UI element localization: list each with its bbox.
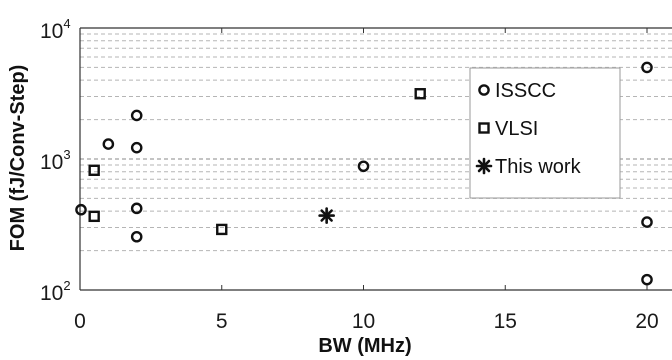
- legend-marker-isscc: [478, 84, 490, 96]
- point-isscc: [130, 109, 143, 122]
- x-tick-label: 10: [352, 310, 375, 333]
- point-isscc: [75, 203, 87, 216]
- point-isscc: [130, 230, 143, 243]
- legend-label-vlsi: VLSI: [495, 118, 538, 140]
- y-axis-title: FOM (fJ/Conv-Step): [7, 65, 29, 252]
- point-isscc: [130, 202, 143, 215]
- x-axis-title: BW (MHz): [318, 335, 411, 357]
- x-tick-label: 20: [635, 310, 658, 333]
- legend-box: [469, 67, 621, 199]
- x-tick-label: 15: [494, 310, 517, 333]
- legend-marker-this-work: [475, 157, 493, 175]
- point-vlsi: [216, 223, 228, 236]
- x-tick-label: 0: [74, 310, 86, 333]
- legend-label-isscc: ISSCC: [495, 80, 556, 102]
- point-isscc: [357, 160, 370, 173]
- point-vlsi: [88, 210, 100, 223]
- point-isscc: [641, 61, 653, 74]
- y-tick-label: 102: [40, 278, 71, 305]
- point-isscc: [641, 273, 653, 286]
- axes: [79, 27, 672, 291]
- point-vlsi: [88, 164, 100, 176]
- point-isscc: [102, 138, 115, 150]
- tick-labels: 0 5 10 15 20 102 103 104: [40, 16, 659, 333]
- x-tick-label: 5: [216, 310, 228, 333]
- y-tick-label: 104: [40, 16, 71, 43]
- legend-marker-vlsi: [478, 122, 490, 134]
- legend: ISSCC VLSI This work: [469, 67, 621, 199]
- point-this-work: [318, 207, 335, 224]
- point-isscc: [641, 216, 653, 228]
- grid: [80, 33, 672, 252]
- point-isscc: [130, 141, 143, 154]
- point-vlsi: [414, 88, 426, 100]
- data-points: [75, 61, 653, 286]
- y-tick-label: 103: [40, 147, 71, 174]
- legend-label-this-work: This work: [495, 156, 582, 178]
